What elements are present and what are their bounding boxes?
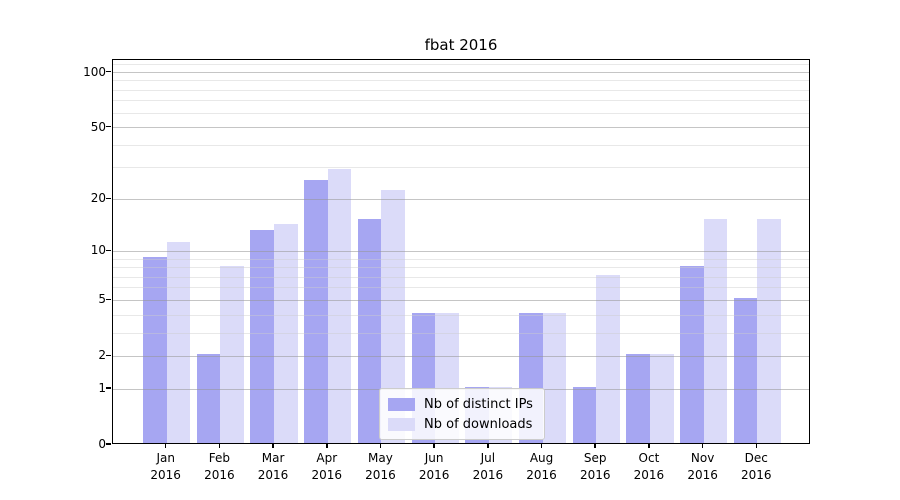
bar-oct-s0: [626, 354, 650, 443]
x-tick-label-jun: Jun 2016: [418, 451, 450, 482]
chart-title: fbat 2016: [424, 36, 498, 54]
x-tick-oct: [648, 444, 650, 448]
x-tick-label-nov: Nov 2016: [687, 451, 718, 482]
x-tick-apr: [326, 444, 328, 448]
bar-dec-s1: [757, 219, 781, 443]
bars-layer: [113, 60, 809, 443]
x-tick-jun: [433, 444, 435, 448]
y-tick-label-10: 10: [90, 243, 106, 258]
x-tick-label-mar: Mar 2016: [257, 451, 289, 482]
x-tick-label-dec: Dec 2016: [741, 451, 772, 482]
bar-sep-s0: [572, 387, 597, 443]
y-tick-5: [106, 298, 111, 301]
y-tick-10: [106, 249, 111, 252]
bar-jan-s0: [143, 257, 167, 443]
y-tick-label-50: 50: [90, 119, 106, 134]
legend-swatch-downloads: [388, 417, 415, 431]
legend-swatch-distinct-ips: [388, 397, 415, 411]
y-tick-1: [106, 387, 111, 389]
bar-jan-s1: [166, 242, 191, 443]
y-tick-0: [106, 443, 111, 445]
y-tick-label-2: 2: [98, 348, 106, 363]
y-tick-label-1: 1: [98, 381, 106, 396]
x-tick-label-oct: Oct 2016: [633, 451, 665, 482]
bar-nov-s1: [703, 219, 728, 443]
y-tick-2: [106, 354, 111, 357]
x-tick-label-may: May 2016: [365, 451, 396, 482]
y-tick-20: [106, 197, 111, 200]
x-tick-sep: [594, 444, 596, 448]
x-tick-aug: [540, 444, 543, 448]
y-tick-label-5: 5: [98, 292, 106, 307]
x-tick-nov: [701, 444, 704, 448]
x-tick-jul: [487, 444, 489, 448]
bar-oct-s1: [649, 354, 674, 443]
y-tick-label-20: 20: [90, 191, 106, 206]
legend-label-distinct-ips: Nb of distinct IPs: [424, 396, 533, 412]
bar-nov-s0: [680, 265, 704, 443]
bar-may-s0: [357, 219, 382, 443]
x-tick-label-jan: Jan 2016: [150, 451, 181, 482]
bar-may-s1: [381, 189, 406, 443]
bar-mar-s1: [274, 224, 298, 443]
legend-item-downloads: Nb of downloads: [388, 414, 536, 434]
bar-feb-s1: [220, 265, 244, 443]
x-tick-label-feb: Feb 2016: [204, 451, 235, 482]
x-tick-label-sep: Sep 2016: [579, 451, 611, 482]
x-tick-label-aug: Aug 2016: [526, 451, 557, 482]
x-tick-label-apr: Apr 2016: [311, 451, 343, 482]
x-tick-dec: [755, 444, 758, 448]
bar-aug-s1: [542, 313, 567, 443]
bar-apr-s0: [304, 180, 328, 443]
y-tick-50: [106, 125, 111, 128]
x-tick-mar: [272, 444, 274, 448]
y-tick-label-0: 0: [98, 437, 106, 451]
legend-label-downloads: Nb of downloads: [424, 416, 533, 432]
bar-dec-s0: [733, 298, 758, 443]
legend-item-distinct-ips: Nb of distinct IPs: [388, 394, 536, 414]
bar-mar-s0: [250, 230, 275, 443]
legend: Nb of distinct IPs Nb of downloads: [379, 388, 545, 440]
bar-feb-s0: [196, 354, 221, 443]
x-tick-label-jul: Jul 2016: [472, 451, 504, 482]
plot-area: [112, 59, 810, 444]
x-tick-jan: [164, 444, 167, 448]
bar-sep-s1: [596, 275, 620, 443]
x-tick-feb: [218, 444, 221, 448]
y-tick-label-100: 100: [83, 64, 106, 79]
y-tick-100: [106, 70, 111, 73]
x-tick-may: [379, 444, 382, 448]
bar-apr-s1: [327, 168, 352, 443]
